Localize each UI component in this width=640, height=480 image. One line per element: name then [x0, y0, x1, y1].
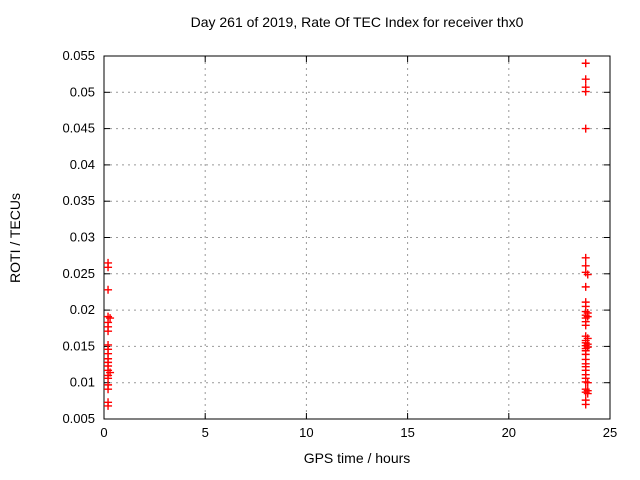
- chart-title: Day 261 of 2019, Rate Of TEC Index for r…: [190, 14, 524, 30]
- data-point-marker: [581, 59, 590, 68]
- y-tick-label: 0.045: [62, 121, 95, 136]
- x-tick-label: 10: [299, 425, 313, 440]
- data-point-marker: [581, 400, 590, 409]
- x-tick-label: 20: [502, 425, 516, 440]
- data-point-marker: [581, 253, 590, 262]
- y-tick-label: 0.01: [70, 375, 95, 390]
- y-tick-label: 0.005: [62, 411, 95, 426]
- y-tick-label: 0.04: [70, 157, 95, 172]
- x-tick-label: 25: [603, 425, 617, 440]
- data-point-marker: [104, 263, 113, 272]
- data-point-marker: [104, 385, 113, 394]
- x-tick-label: 5: [202, 425, 209, 440]
- data-point-marker: [104, 327, 113, 336]
- data-points: [104, 59, 592, 410]
- data-point-marker: [104, 401, 113, 410]
- data-point-marker: [581, 377, 590, 386]
- tick-labels: 0 5 10 15 20 25 0.005 0.01 0.015 0.02 0.025 0.03 0.0…: [62, 48, 617, 440]
- data-point-marker: [583, 389, 592, 398]
- data-point-marker: [104, 285, 113, 294]
- y-tick-label: 0.025: [62, 266, 95, 281]
- data-point-marker: [581, 75, 590, 84]
- data-point-marker: [583, 270, 592, 279]
- data-point-marker: [581, 321, 590, 330]
- gridlines: [104, 56, 610, 419]
- x-tick-label: 0: [100, 425, 107, 440]
- y-tick-label: 0.03: [70, 230, 95, 245]
- y-tick-label: 0.035: [62, 193, 95, 208]
- y-tick-label: 0.02: [70, 302, 95, 317]
- data-point-marker: [581, 282, 590, 291]
- data-point-marker: [583, 378, 592, 387]
- axes: [103, 55, 611, 420]
- y-tick-label: 0.015: [62, 338, 95, 353]
- data-point-marker: [581, 87, 590, 96]
- x-axis-label: GPS time / hours: [303, 450, 411, 466]
- data-point-marker: [583, 312, 592, 321]
- y-tick-label: 0.055: [62, 48, 95, 63]
- data-point-marker: [106, 314, 115, 323]
- y-tick-label: 0.05: [70, 84, 95, 99]
- x-tick-label: 15: [400, 425, 414, 440]
- data-point-marker: [581, 124, 590, 133]
